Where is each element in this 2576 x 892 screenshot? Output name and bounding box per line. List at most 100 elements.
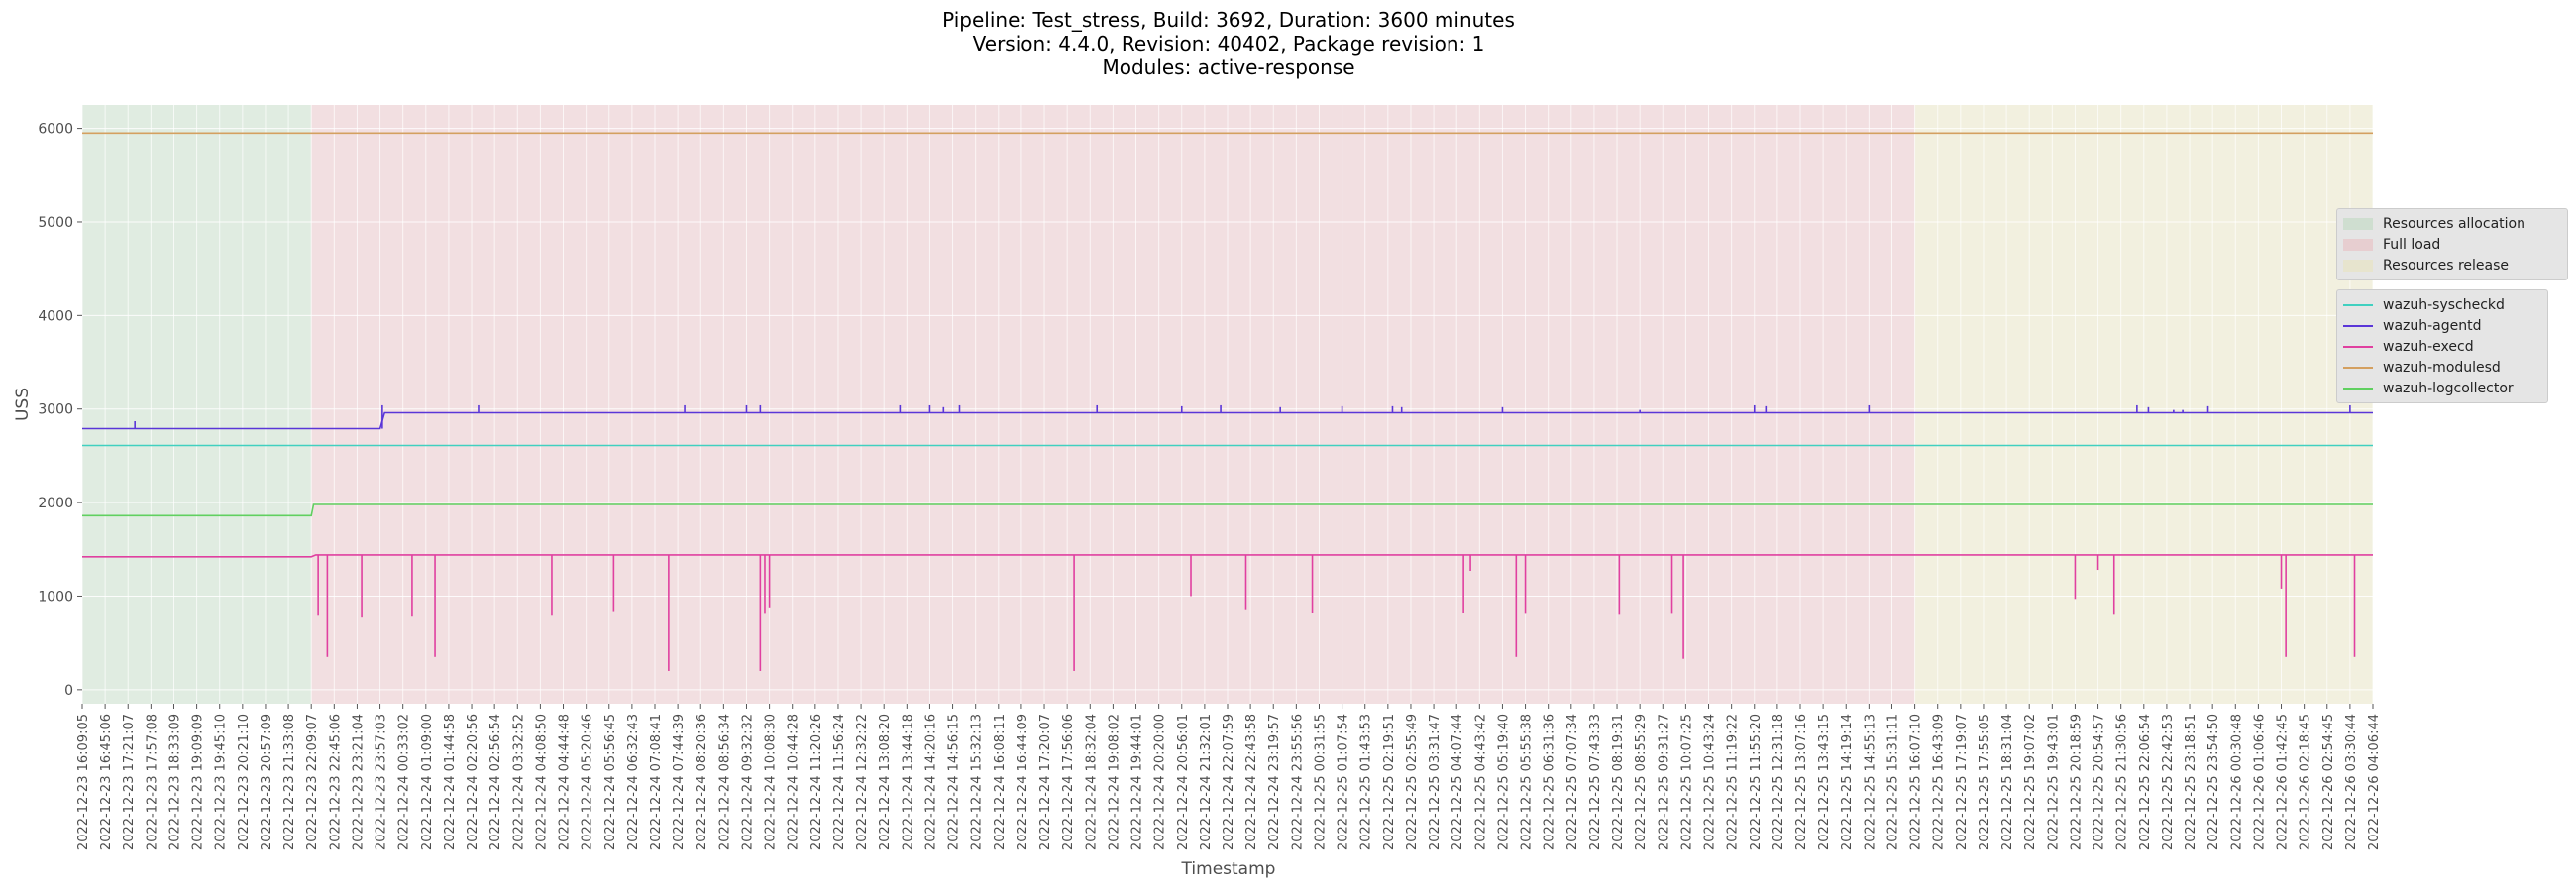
x-tick-label: 2022-12-24 20:20:00 xyxy=(1153,714,1168,850)
x-tick-label: 2022-12-24 09:32:32 xyxy=(741,714,756,850)
x-tick-label: 2022-12-24 11:56:24 xyxy=(832,714,847,850)
x-tick-label: 2022-12-24 13:08:20 xyxy=(878,714,893,850)
x-tick-label: 2022-12-24 19:44:01 xyxy=(1130,714,1145,850)
x-tick-label: 2022-12-24 02:20:56 xyxy=(466,714,481,850)
x-tick-label: 2022-12-23 23:57:03 xyxy=(375,714,389,850)
x-tick-label: 2022-12-24 02:56:54 xyxy=(488,714,503,850)
x-tick-label: 2022-12-25 15:31:11 xyxy=(1886,714,1901,850)
x-tick-label: 2022-12-24 17:20:07 xyxy=(1038,714,1053,850)
chart-title: Pipeline: Test_stress, Build: 3692, Dura… xyxy=(0,8,2457,79)
x-tick-label: 2022-12-25 14:55:13 xyxy=(1863,714,1878,850)
x-tick-label: 2022-12-24 00:33:02 xyxy=(397,714,412,850)
series-legend-item: wazuh-modulesd xyxy=(2343,357,2541,378)
y-tick-label: 5000 xyxy=(38,215,73,231)
x-tick-label: 2022-12-24 10:44:28 xyxy=(787,714,802,850)
x-tick-label: 2022-12-25 03:31:47 xyxy=(1428,714,1443,850)
x-tick-label: 2022-12-24 08:56:34 xyxy=(717,714,732,850)
x-tick-label: 2022-12-25 02:19:51 xyxy=(1382,714,1397,850)
x-tick-label: 2022-12-24 05:56:45 xyxy=(603,714,618,850)
x-tick-label: 2022-12-25 01:43:53 xyxy=(1359,714,1374,850)
x-tick-label: 2022-12-25 13:07:16 xyxy=(1794,714,1809,850)
series-swatch xyxy=(2343,324,2373,327)
series-legend-label: wazuh-agentd xyxy=(2383,317,2482,334)
x-tick-label: 2022-12-26 00:30:48 xyxy=(2229,714,2244,850)
series-legend-item: wazuh-agentd xyxy=(2343,315,2541,336)
phase-legend-label: Full load xyxy=(2383,236,2441,253)
y-tick-label: 2000 xyxy=(38,496,73,511)
series-legend-label: wazuh-logcollector xyxy=(2383,380,2514,396)
x-tick-label: 2022-12-25 20:54:57 xyxy=(2093,714,2107,850)
series-legend-item: wazuh-syscheckd xyxy=(2343,294,2541,315)
x-tick-label: 2022-12-26 01:06:46 xyxy=(2252,714,2267,850)
x-tick-label: 2022-12-24 12:32:22 xyxy=(855,714,870,850)
x-tick-label: 2022-12-25 16:07:10 xyxy=(1909,714,1924,850)
x-tick-label: 2022-12-25 02:55:49 xyxy=(1405,714,1420,850)
x-tick-label: 2022-12-24 01:44:58 xyxy=(443,714,458,850)
x-tick-label: 2022-12-24 14:20:16 xyxy=(923,714,938,850)
x-tick-label: 2022-12-24 17:56:06 xyxy=(1061,714,1076,850)
x-tick-label: 2022-12-25 18:31:04 xyxy=(2000,714,2015,850)
x-tick-label: 2022-12-23 19:45:10 xyxy=(214,714,229,850)
series-swatch xyxy=(2343,387,2373,390)
y-tick-label: 1000 xyxy=(38,589,73,605)
x-axis-label: Timestamp xyxy=(1181,859,1276,879)
x-tick-label: 2022-12-25 00:31:55 xyxy=(1314,714,1329,850)
x-tick-label: 2022-12-24 07:08:41 xyxy=(649,714,664,850)
phase-legend: Resources allocation Full load Resources r… xyxy=(2336,208,2568,280)
series-swatch xyxy=(2343,303,2373,306)
x-tick-label: 2022-12-24 08:20:36 xyxy=(695,714,709,850)
phase-swatch xyxy=(2343,238,2373,251)
x-tick-label: 2022-12-24 15:32:13 xyxy=(970,714,985,850)
x-tick-label: 2022-12-25 23:54:50 xyxy=(2206,714,2221,850)
x-tick-label: 2022-12-25 07:43:33 xyxy=(1588,714,1603,850)
x-tick-label: 2022-12-24 04:08:50 xyxy=(534,714,549,850)
x-tick-label: 2022-12-23 17:57:08 xyxy=(145,714,160,850)
grid xyxy=(81,105,2374,704)
x-tick-label: 2022-12-26 01:42:45 xyxy=(2276,714,2291,850)
series-swatch xyxy=(2343,345,2373,348)
series-legend-label: wazuh-syscheckd xyxy=(2383,296,2505,313)
x-tick-label: 2022-12-24 13:44:18 xyxy=(901,714,915,850)
x-tick-label: 2022-12-25 04:43:42 xyxy=(1473,714,1488,850)
x-tick-label: 2022-12-25 08:55:29 xyxy=(1634,714,1649,850)
x-tick-label: 2022-12-25 10:07:25 xyxy=(1679,714,1694,850)
x-tick-label: 2022-12-25 22:06:54 xyxy=(2138,714,2153,850)
x-tick-label: 2022-12-25 17:19:07 xyxy=(1955,714,1970,850)
x-tick-label: 2022-12-23 20:57:09 xyxy=(260,714,274,850)
x-tick-label: 2022-12-25 06:31:36 xyxy=(1543,714,1557,850)
x-tick-label: 2022-12-25 21:30:56 xyxy=(2115,714,2130,850)
phase-legend-label: Resources release xyxy=(2383,257,2509,274)
x-tick-label: 2022-12-24 05:20:46 xyxy=(581,714,595,850)
x-tick-label: 2022-12-25 16:43:09 xyxy=(1932,714,1947,850)
y-tick-label: 3000 xyxy=(38,402,73,418)
y-tick-label: 0 xyxy=(64,683,73,699)
x-tick-label: 2022-12-25 01:07:54 xyxy=(1337,714,1351,850)
series-lines xyxy=(82,132,2373,671)
x-tick-label: 2022-12-24 20:56:01 xyxy=(1176,714,1191,850)
phase-legend-label: Resources allocation xyxy=(2383,215,2525,232)
x-tick-label: 2022-12-23 16:45:06 xyxy=(99,714,114,850)
x-tick-label: 2022-12-23 23:21:04 xyxy=(351,714,366,850)
x-tick-label: 2022-12-24 19:08:02 xyxy=(1107,714,1122,850)
y-axis-ticks: 0 1000 2000 3000 4000 5000 6000 xyxy=(38,122,82,699)
x-tick-label: 2022-12-25 23:18:51 xyxy=(2184,714,2199,850)
phase-legend-item: Full load xyxy=(2343,234,2561,255)
x-tick-label: 2022-12-24 01:09:00 xyxy=(420,714,435,850)
series-legend: wazuh-syscheckd wazuh-agentd wazuh-execd wa… xyxy=(2336,289,2548,403)
x-tick-label: 2022-12-24 16:44:09 xyxy=(1016,714,1030,850)
series-line-4 xyxy=(82,503,2373,517)
x-tick-label: 2022-12-25 04:07:44 xyxy=(1450,714,1465,850)
x-tick-label: 2022-12-25 20:18:59 xyxy=(2069,714,2084,850)
phase-legend-item: Resources allocation xyxy=(2343,213,2561,234)
series-legend-item: wazuh-logcollector xyxy=(2343,378,2541,398)
x-tick-label: 2022-12-23 18:33:09 xyxy=(168,714,183,850)
x-tick-label: 2022-12-25 11:55:20 xyxy=(1749,714,1764,850)
x-tick-label: 2022-12-26 04:06:44 xyxy=(2367,714,2382,850)
x-tick-label: 2022-12-25 12:31:18 xyxy=(1771,714,1786,850)
x-tick-label: 2022-12-26 02:54:45 xyxy=(2321,714,2336,850)
x-tick-label: 2022-12-24 03:32:52 xyxy=(511,714,526,850)
x-tick-label: 2022-12-23 17:21:07 xyxy=(122,714,137,850)
y-tick-label: 4000 xyxy=(38,308,73,324)
x-tick-label: 2022-12-24 10:08:30 xyxy=(764,714,779,850)
